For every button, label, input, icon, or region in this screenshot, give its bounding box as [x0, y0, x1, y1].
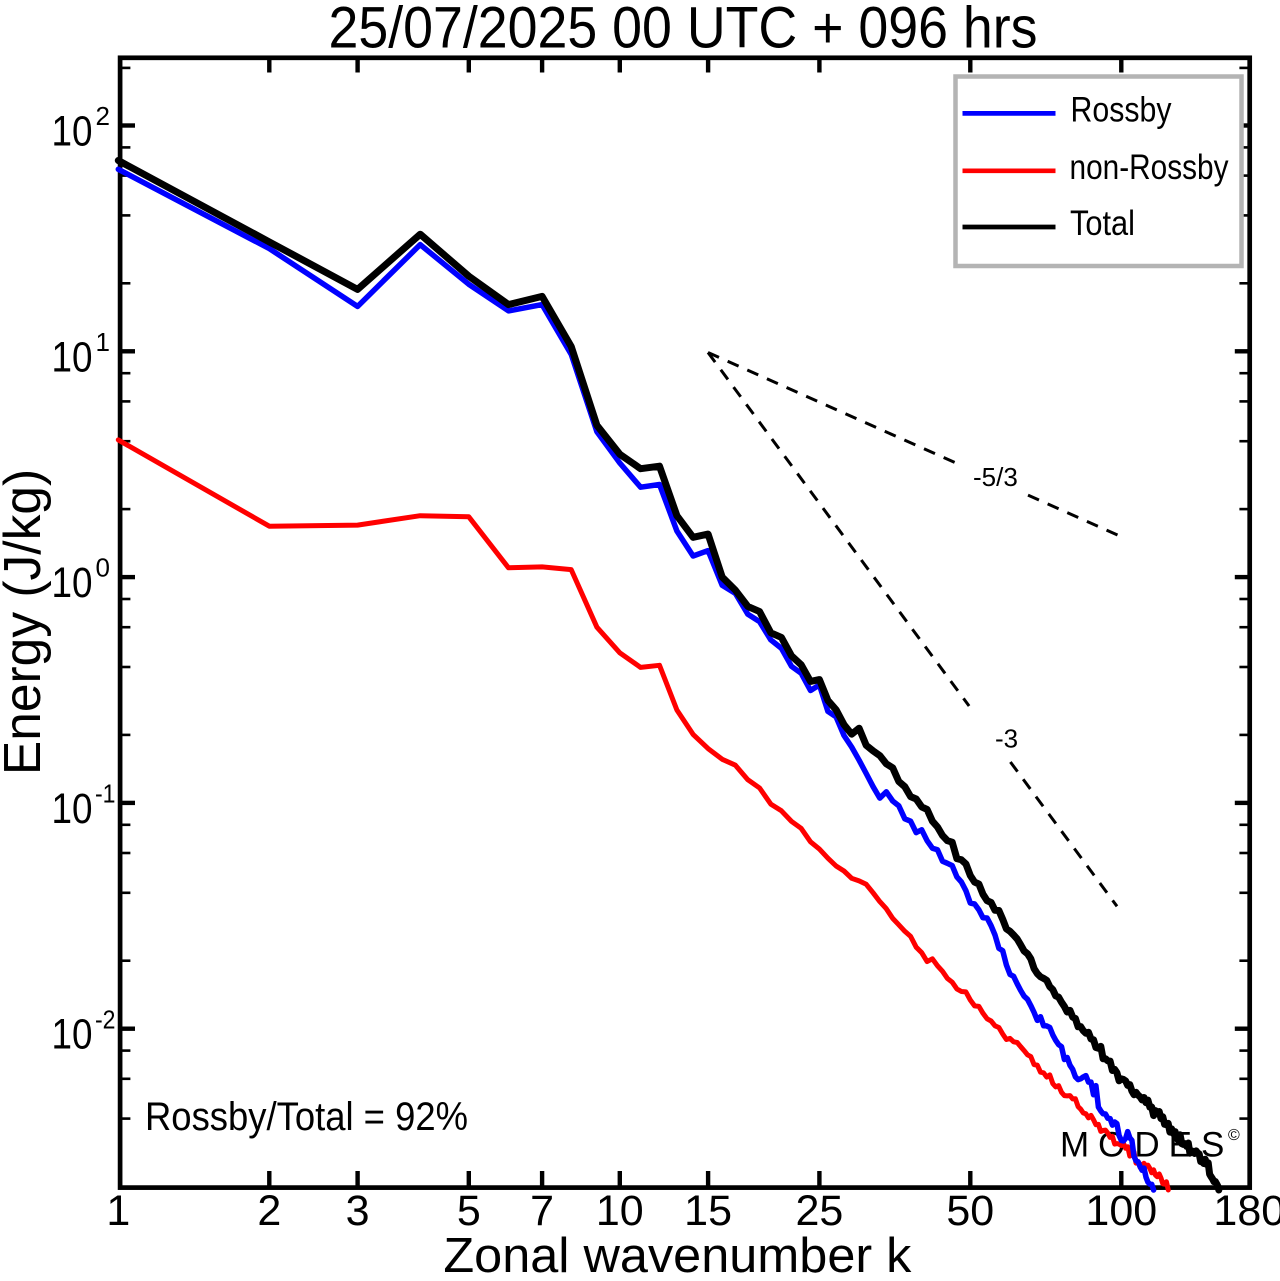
svg-text:Rossby: Rossby: [1071, 91, 1172, 130]
svg-text:25: 25: [795, 1187, 843, 1235]
svg-text:10: 10: [52, 333, 93, 381]
svg-text:Rossby/Total = 92%: Rossby/Total = 92%: [145, 1095, 468, 1139]
svg-text:1: 1: [106, 1187, 130, 1235]
svg-text:7: 7: [530, 1187, 554, 1235]
svg-text:-1: -1: [95, 779, 116, 809]
svg-text:Zonal wavenumber k: Zonal wavenumber k: [443, 1229, 911, 1281]
svg-text:10: 10: [52, 559, 93, 607]
svg-text:10: 10: [596, 1187, 644, 1235]
svg-text:5: 5: [457, 1187, 481, 1235]
svg-text:©: ©: [1228, 1127, 1240, 1144]
svg-text:180: 180: [1213, 1187, 1280, 1235]
svg-text:2: 2: [96, 101, 110, 131]
svg-text:0: 0: [96, 553, 110, 583]
svg-text:25/07/2025 00 UTC + 096 hrs: 25/07/2025 00 UTC + 096 hrs: [329, 0, 1038, 61]
svg-text:1: 1: [96, 327, 110, 357]
svg-text:10: 10: [52, 785, 93, 833]
svg-text:-2: -2: [95, 1004, 116, 1034]
svg-text:15: 15: [684, 1187, 732, 1235]
svg-text:100: 100: [1085, 1187, 1157, 1235]
svg-text:non-Rossby: non-Rossby: [1070, 148, 1229, 187]
svg-text:-3: -3: [995, 723, 1018, 753]
svg-text:Total: Total: [1070, 204, 1135, 243]
svg-text:3: 3: [346, 1187, 370, 1235]
svg-text:50: 50: [946, 1187, 994, 1235]
svg-text:2: 2: [257, 1187, 281, 1235]
svg-text:Energy (J/kg): Energy (J/kg): [0, 469, 51, 775]
svg-text:-5/3: -5/3: [973, 462, 1018, 492]
svg-text:10: 10: [52, 1011, 93, 1059]
svg-text:10: 10: [52, 108, 93, 156]
